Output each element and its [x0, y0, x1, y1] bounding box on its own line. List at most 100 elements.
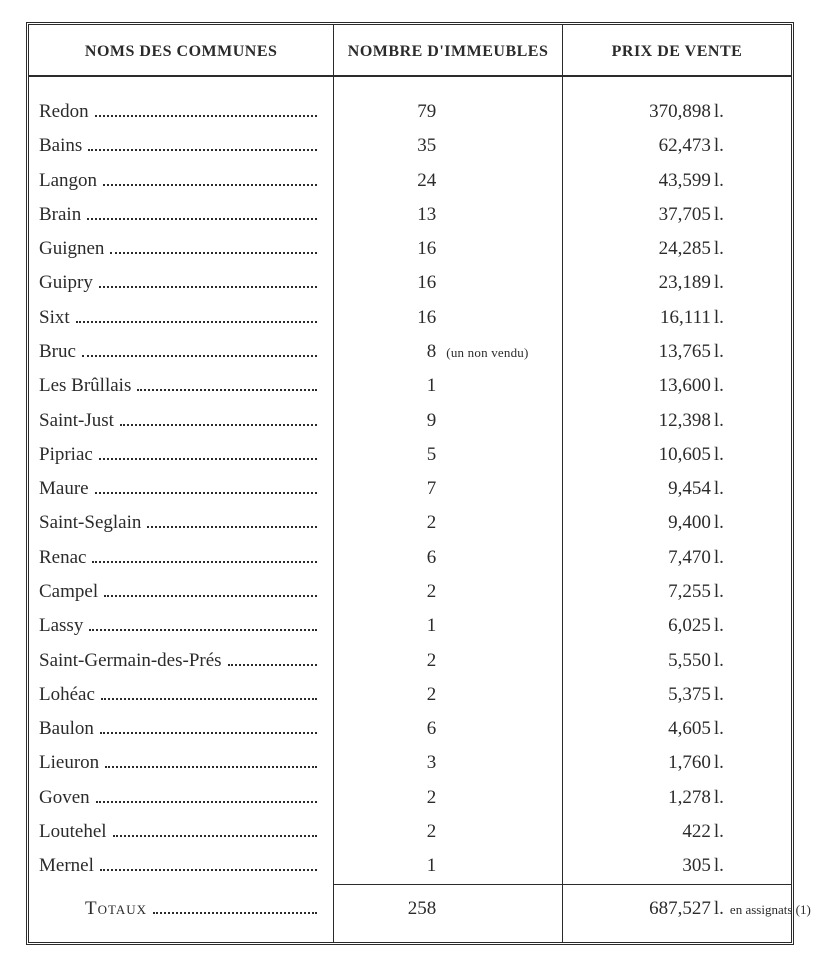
commune-name: Bruc [39, 342, 76, 361]
prix-cell: 7,255l. [562, 575, 791, 609]
dotted-leader [92, 550, 317, 562]
commune-name: Saint-Just [39, 411, 114, 430]
immeubles-value: 6 [378, 719, 436, 738]
dotted-leader [99, 276, 317, 288]
commune-cell: Loutehel [29, 815, 334, 849]
totals-prix-value: 687,527 [601, 899, 711, 918]
immeubles-cell: 8(un non vendu) [334, 335, 563, 369]
table-row: Guignen1624,285l. [29, 232, 791, 266]
prix-value: 23,189 [601, 273, 711, 292]
prix-cell: 12,398l. [562, 404, 791, 438]
table-row: Saint-Seglain29,400l. [29, 506, 791, 540]
commune-cell: Redon [29, 95, 334, 129]
dotted-leader [153, 901, 317, 913]
immeubles-cell: 16 [334, 266, 563, 300]
prix-value: 5,550 [601, 651, 711, 670]
table-row: Maure79,454l. [29, 472, 791, 506]
dotted-leader [95, 105, 318, 117]
commune-cell: Maure [29, 472, 334, 506]
prix-value: 1,278 [601, 788, 711, 807]
commune-cell: Baulon [29, 712, 334, 746]
table-row: Campel27,255l. [29, 575, 791, 609]
prix-value: 13,765 [601, 342, 711, 361]
table-row: Lohéac25,375l. [29, 678, 791, 712]
prix-value: 6,025 [601, 616, 711, 635]
table-row: Langon2443,599l. [29, 164, 791, 198]
prix-unit: l. [714, 375, 724, 396]
prix-unit: l. [714, 444, 724, 465]
prix-value: 5,375 [601, 685, 711, 704]
table-row: Saint-Germain-des-Prés25,550l. [29, 644, 791, 678]
immeubles-cell: 3 [334, 746, 563, 780]
prix-cell: 16,111l. [562, 301, 791, 335]
table-row: Brain 13 37,705l. [29, 198, 791, 232]
prix-value: 7,255 [601, 582, 711, 601]
immeubles-value: 16 [378, 273, 436, 292]
prix-value: 12,398 [601, 411, 711, 430]
col-header-prix: PRIX DE VENTE [562, 25, 791, 76]
dotted-leader [228, 653, 318, 665]
communes-table: NOMS DES COMMUNES NOMBRE D'IMMEUBLES PRI… [29, 25, 791, 942]
immeubles-value: 2 [378, 651, 436, 670]
totals-prix-cell: 687,527l.en assignats (1) [562, 884, 791, 942]
immeubles-cell: 2 [334, 815, 563, 849]
table-row: Bains3562,473l. [29, 129, 791, 163]
immeubles-cell: 2 [334, 781, 563, 815]
dotted-leader [147, 516, 317, 528]
commune-name: Renac [39, 548, 86, 567]
prix-unit: l. [714, 512, 724, 533]
prix-unit: l. [714, 615, 724, 636]
commune-cell: Renac [29, 541, 334, 575]
immeubles-cell: 5 [334, 438, 563, 472]
prix-cell: 37,705l. [562, 198, 791, 232]
table-row: Baulon 6 4,605l. [29, 712, 791, 746]
immeubles-cell: 79 [334, 95, 563, 129]
totals-prix-tail: en assignats (1) [730, 902, 811, 917]
prix-cell: 5,550l. [562, 644, 791, 678]
prix-cell: 43,599l. [562, 164, 791, 198]
prix-value: 9,454 [601, 479, 711, 498]
immeubles-value: 2 [378, 685, 436, 704]
commune-cell: Campel [29, 575, 334, 609]
prix-cell: 23,189l. [562, 266, 791, 300]
totals-immeubles-cell: 258 [334, 884, 563, 942]
immeubles-cell: 9 [334, 404, 563, 438]
table-row: Les Brûllais113,600l. [29, 369, 791, 403]
dotted-leader [76, 310, 318, 322]
immeubles-cell: 1 [334, 849, 563, 884]
prix-unit: l. [714, 478, 724, 499]
commune-cell: Pipriac [29, 438, 334, 472]
table-row: Bruc 8(un non vendu)13,765l. [29, 335, 791, 369]
immeubles-cell: 6 [334, 712, 563, 746]
prix-unit: l. [714, 410, 724, 431]
prix-cell: 7,470l. [562, 541, 791, 575]
prix-unit: l. [714, 787, 724, 808]
dotted-leader [120, 413, 317, 425]
dotted-leader [137, 379, 317, 391]
prix-cell: 9,400l. [562, 506, 791, 540]
commune-name: Bains [39, 136, 82, 155]
immeubles-value: 13 [378, 205, 436, 224]
commune-name: Goven [39, 788, 90, 807]
commune-name: Saint-Seglain [39, 513, 141, 532]
totals-immeubles-value: 258 [378, 899, 436, 918]
totals-row: Totaux258687,527l.en assignats (1) [29, 884, 791, 942]
table-row: Sixt1616,111l. [29, 301, 791, 335]
dotted-leader [99, 447, 317, 459]
immeubles-cell: 1 [334, 609, 563, 643]
commune-cell: Mernel [29, 849, 334, 884]
immeubles-cell: 16 [334, 301, 563, 335]
prix-cell: 4,605l. [562, 712, 791, 746]
prix-value: 305 [601, 856, 711, 875]
prix-unit: l. [714, 855, 724, 876]
table-row: Lieuron31,760l. [29, 746, 791, 780]
prix-cell: 370,898l. [562, 95, 791, 129]
commune-name: Brain [39, 205, 81, 224]
dotted-leader [95, 482, 318, 494]
immeubles-cell: 1 [334, 369, 563, 403]
commune-name: Les Brûllais [39, 376, 131, 395]
table-row: Pipriac510,605l. [29, 438, 791, 472]
prix-cell: 13,765l. [562, 335, 791, 369]
commune-cell: Bains [29, 129, 334, 163]
dotted-leader [87, 207, 317, 219]
